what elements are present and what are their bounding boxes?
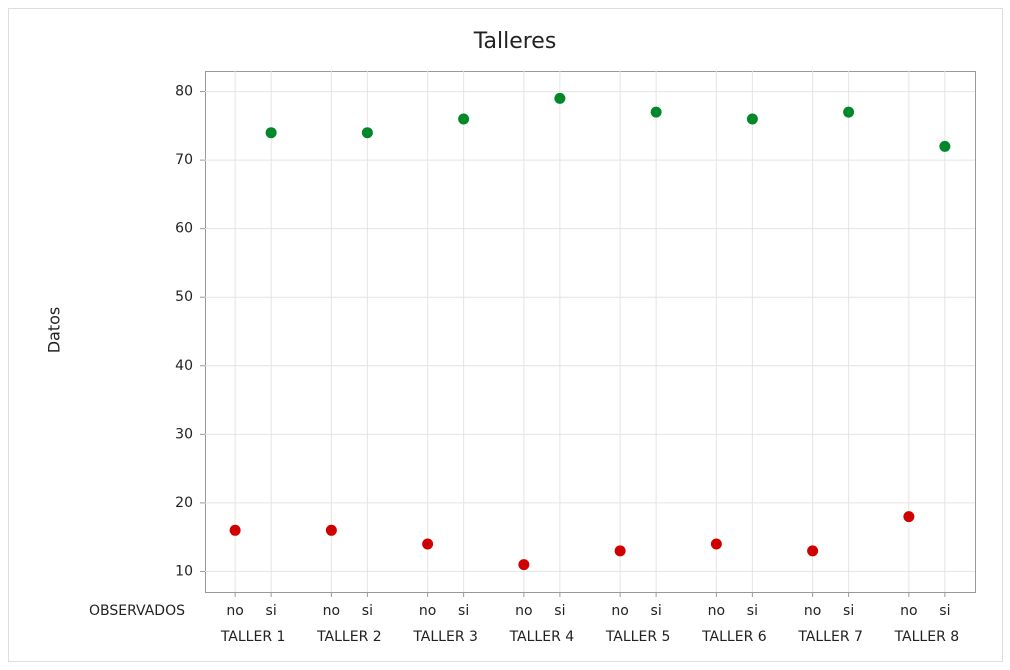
point	[746, 113, 758, 125]
x-tick-label: si	[458, 603, 469, 619]
y-tick-label: 80	[175, 84, 193, 100]
point	[650, 106, 662, 118]
x-tick-label: no	[323, 603, 340, 619]
x-tick-label: no	[419, 603, 436, 619]
y-tick-label: 30	[175, 426, 193, 442]
x-axis-title: OBSERVADOS	[89, 603, 185, 619]
y-axis-title: Datos	[45, 307, 64, 354]
chart-title: Talleres	[473, 29, 557, 54]
x-tick-label: no	[708, 603, 725, 619]
point	[361, 127, 373, 139]
point	[939, 140, 951, 152]
x-tick-label: no	[226, 603, 243, 619]
point	[518, 559, 530, 571]
group-label: TALLER 7	[797, 629, 863, 645]
group-label: TALLER 6	[701, 629, 767, 645]
x-tick-label: si	[843, 603, 854, 619]
x-tick-label: si	[266, 603, 277, 619]
group-label: TALLER 1	[220, 629, 286, 645]
group-label: TALLER 4	[509, 629, 575, 645]
y-tick-label: 40	[175, 358, 193, 374]
x-tick-label: si	[362, 603, 373, 619]
plot-area	[205, 71, 976, 593]
point	[614, 545, 626, 557]
group-label: TALLER 8	[894, 629, 960, 645]
point	[229, 524, 241, 536]
x-tick-label: si	[554, 603, 565, 619]
x-tick-label: no	[804, 603, 821, 619]
group-label: TALLER 2	[316, 629, 382, 645]
group-label: TALLER 3	[412, 629, 478, 645]
y-tick-label: 70	[175, 152, 193, 168]
x-tick-label: no	[515, 603, 532, 619]
y-tick-label: 20	[175, 495, 193, 511]
y-tick-label: 60	[175, 221, 193, 237]
point	[843, 106, 855, 118]
x-tick-label: no	[611, 603, 628, 619]
point	[710, 538, 722, 550]
point	[807, 545, 819, 557]
x-tick-label: si	[939, 603, 950, 619]
y-tick-label: 50	[175, 289, 193, 305]
x-tick-label: no	[900, 603, 917, 619]
point	[422, 538, 434, 550]
point	[325, 524, 337, 536]
y-tick-label: 10	[175, 563, 193, 579]
point	[903, 511, 915, 523]
point	[265, 127, 277, 139]
point	[554, 92, 566, 104]
group-label: TALLER 5	[605, 629, 671, 645]
x-tick-label: si	[747, 603, 758, 619]
point	[458, 113, 470, 125]
x-tick-label: si	[651, 603, 662, 619]
